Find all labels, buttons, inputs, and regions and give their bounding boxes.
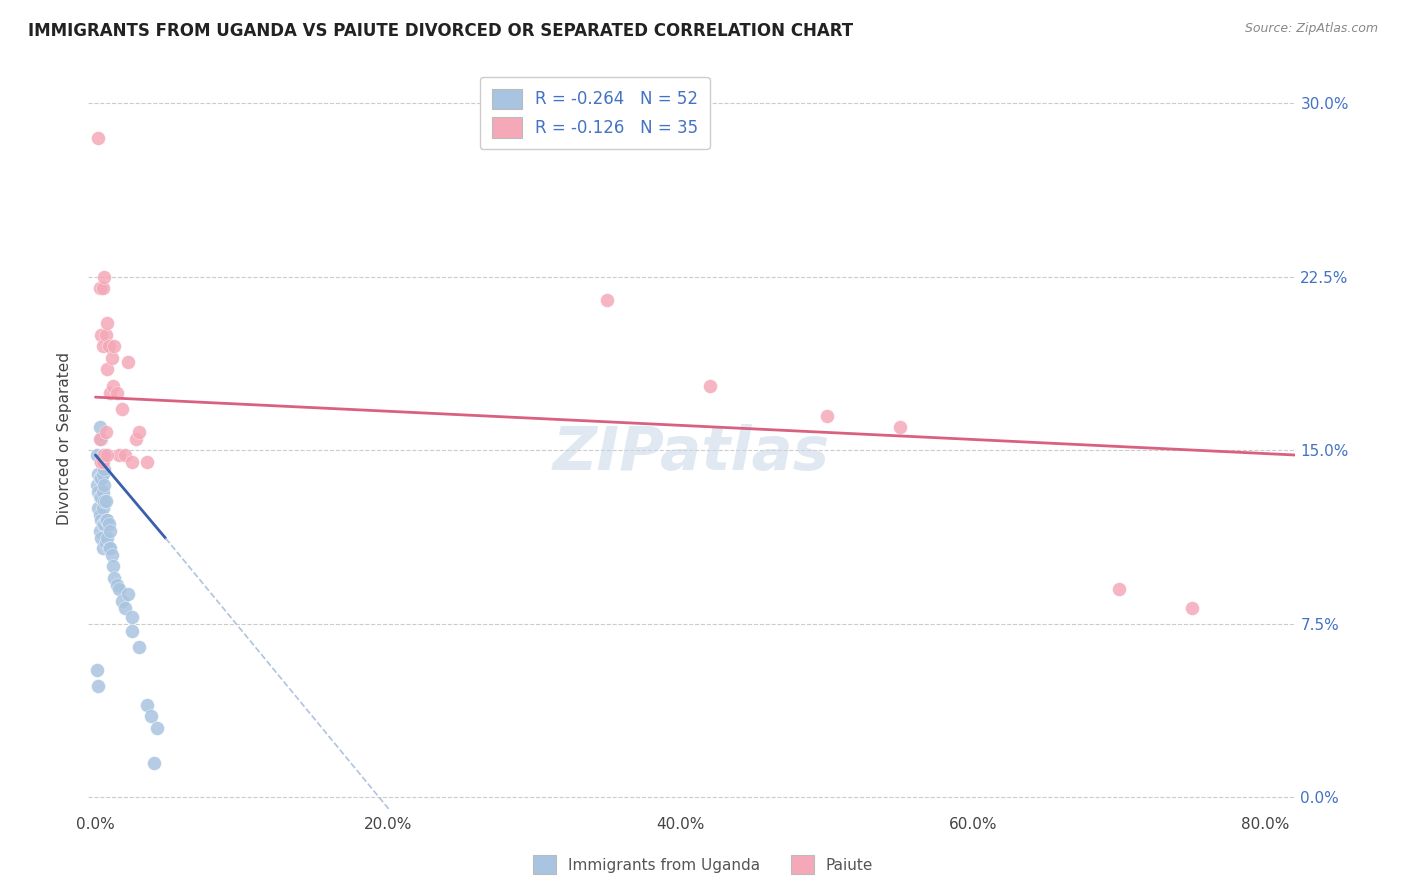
Point [107,577,129,591]
Point [98,524,121,539]
Point [87,131,110,145]
Point [111,594,134,608]
Point [90,455,112,469]
Point [107,385,129,400]
Point [96,448,118,462]
Point [91,339,114,353]
Point [96,531,118,545]
Point [93,462,115,476]
Point [114,600,136,615]
Point [89,490,111,504]
Point [114,448,136,462]
Point [103,571,125,585]
Point [128,425,150,439]
Point [97,339,120,353]
Point [97,541,120,555]
Y-axis label: Divorced or Separated: Divorced or Separated [58,352,72,525]
Point [90,490,112,504]
Point [86,448,108,462]
Point [96,316,118,330]
Point [98,541,121,555]
Point [94,425,117,439]
Point [815,409,838,423]
Point [121,610,143,624]
Point [89,432,111,446]
Point [121,624,143,638]
Point [90,471,112,485]
Legend: Immigrants from Uganda, Paiute: Immigrants from Uganda, Paiute [527,849,879,880]
Point [94,494,117,508]
Point [139,709,162,723]
Point [101,559,124,574]
Point [93,478,115,492]
Point [1181,600,1204,615]
Text: IMMIGRANTS FROM UGANDA VS PAIUTE DIVORCED OR SEPARATED CORRELATION CHART: IMMIGRANTS FROM UGANDA VS PAIUTE DIVORCE… [28,22,853,40]
Point [111,401,134,416]
Point [90,513,112,527]
Point [93,517,115,532]
Point [93,269,115,284]
Point [117,587,139,601]
Point [125,432,148,446]
Point [91,541,114,555]
Point [96,362,118,376]
Point [135,698,157,712]
Point [143,756,166,770]
Point [100,351,122,365]
Point [100,548,122,562]
Point [94,536,117,550]
Point [94,327,117,342]
Legend: R = -0.264   N = 52, R = -0.126   N = 35: R = -0.264 N = 52, R = -0.126 N = 35 [479,77,710,149]
Point [91,467,114,481]
Point [86,478,108,492]
Point [87,485,110,500]
Point [90,327,112,342]
Point [90,531,112,545]
Point [117,355,139,369]
Point [93,448,115,462]
Point [90,432,112,446]
Point [98,385,121,400]
Point [91,517,114,532]
Point [889,420,911,434]
Point [1108,582,1130,597]
Text: ZIPatlas: ZIPatlas [553,424,830,483]
Point [101,378,124,392]
Point [89,508,111,523]
Point [96,513,118,527]
Point [128,640,150,654]
Point [87,680,110,694]
Point [86,663,108,677]
Point [94,513,117,527]
Point [108,582,131,597]
Point [89,524,111,539]
Point [91,455,114,469]
Point [90,455,112,469]
Point [93,494,115,508]
Point [146,721,169,735]
Point [89,281,111,295]
Point [89,420,111,434]
Point [97,517,120,532]
Point [89,471,111,485]
Point [87,501,110,516]
Point [121,455,143,469]
Point [699,378,721,392]
Point [135,455,157,469]
Point [596,293,619,307]
Point [91,448,114,462]
Point [108,448,131,462]
Point [91,281,114,295]
Point [91,501,114,516]
Text: Source: ZipAtlas.com: Source: ZipAtlas.com [1244,22,1378,36]
Point [103,339,125,353]
Point [91,485,114,500]
Point [87,467,110,481]
